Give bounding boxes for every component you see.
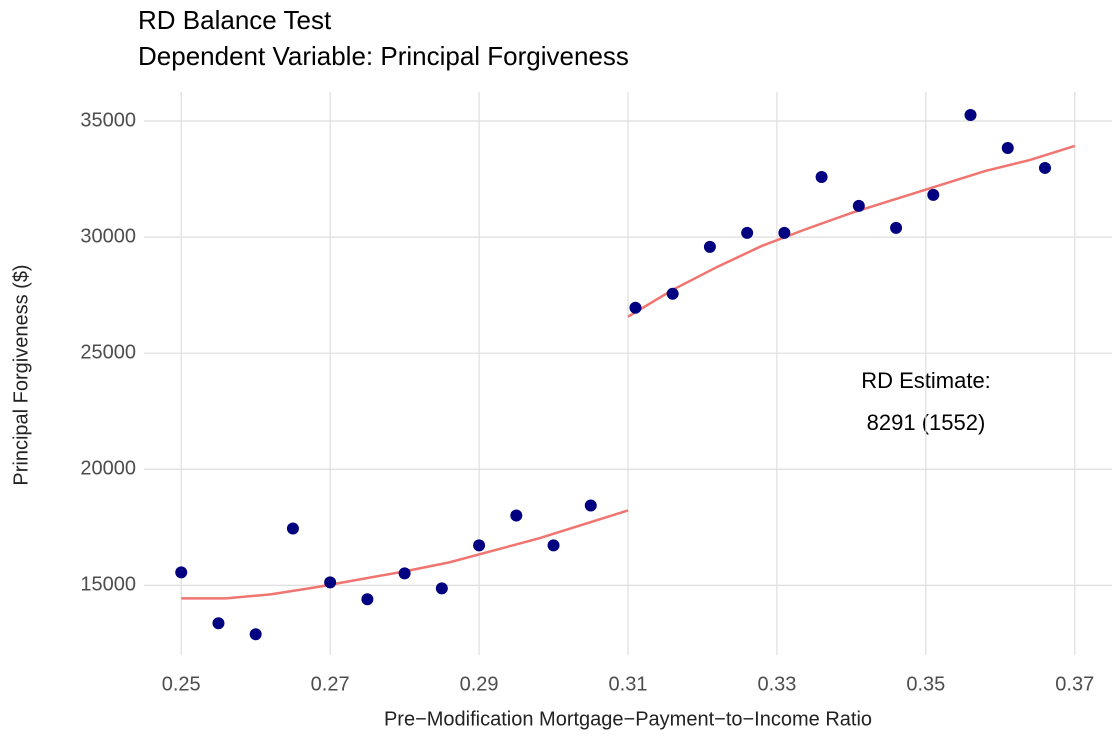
data-point: [547, 539, 560, 552]
data-point: [927, 188, 940, 201]
data-point: [890, 221, 903, 234]
x-tick-label: 0.33: [757, 673, 796, 695]
data-point: [249, 628, 262, 641]
data-point: [1001, 141, 1014, 154]
data-point: [629, 301, 642, 314]
chart-title: RD Balance Test: [138, 5, 332, 35]
data-point: [212, 617, 225, 630]
y-tick-label: 15000: [80, 574, 136, 596]
y-tick-label: 25000: [80, 341, 136, 363]
x-tick-label: 0.29: [460, 673, 499, 695]
data-point: [778, 226, 791, 239]
y-tick-label: 35000: [80, 109, 136, 131]
data-point: [584, 499, 597, 512]
data-point: [510, 509, 523, 522]
data-point: [175, 566, 188, 579]
data-point: [435, 582, 448, 595]
chart-subtitle: Dependent Variable: Principal Forgivenes…: [138, 41, 629, 71]
data-point: [473, 539, 486, 552]
data-point: [852, 199, 865, 212]
x-tick-label: 0.25: [162, 673, 201, 695]
fit-line: [627, 144, 1076, 318]
data-point: [286, 522, 299, 535]
x-tick-label: 0.27: [311, 673, 350, 695]
x-tick-label: 0.37: [1055, 673, 1094, 695]
y-axis-title: Principal Forgiveness ($): [10, 264, 32, 485]
x-tick-label: 0.35: [906, 673, 945, 695]
data-point: [815, 170, 828, 183]
data-point: [703, 240, 716, 253]
x-axis-title: Pre−Modification Mortgage−Payment−to−Inc…: [384, 708, 872, 730]
data-point: [964, 109, 977, 122]
data-point: [666, 287, 679, 300]
x-tick-label: 0.31: [609, 673, 648, 695]
data-point: [741, 226, 754, 239]
data-point: [324, 576, 337, 589]
y-tick-label: 20000: [80, 458, 136, 480]
y-tick-label: 30000: [80, 225, 136, 247]
data-point: [398, 567, 411, 580]
data-point: [1038, 161, 1051, 174]
data-point: [361, 593, 374, 606]
